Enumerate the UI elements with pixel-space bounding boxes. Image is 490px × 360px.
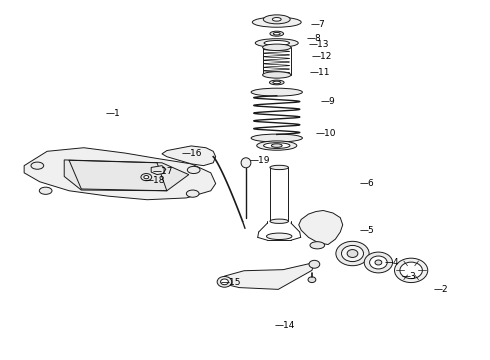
Ellipse shape <box>257 141 297 150</box>
Ellipse shape <box>309 260 320 268</box>
Text: —3: —3 <box>401 272 416 281</box>
Polygon shape <box>24 148 216 200</box>
Polygon shape <box>224 262 315 289</box>
Ellipse shape <box>347 249 358 257</box>
Text: —1: —1 <box>106 109 121 118</box>
Ellipse shape <box>364 252 392 273</box>
Ellipse shape <box>267 233 292 239</box>
Ellipse shape <box>217 276 232 287</box>
Text: —4: —4 <box>384 258 399 267</box>
Ellipse shape <box>220 279 228 285</box>
Ellipse shape <box>144 176 149 179</box>
Ellipse shape <box>251 88 302 96</box>
Ellipse shape <box>186 190 199 197</box>
Ellipse shape <box>263 15 290 24</box>
Text: —19: —19 <box>250 156 270 165</box>
Text: —10: —10 <box>316 129 336 138</box>
Polygon shape <box>64 160 189 191</box>
Ellipse shape <box>271 144 282 147</box>
Ellipse shape <box>273 81 281 84</box>
Text: —12: —12 <box>312 52 332 61</box>
Ellipse shape <box>342 246 364 262</box>
Ellipse shape <box>270 80 284 85</box>
Ellipse shape <box>187 166 200 174</box>
Text: —16: —16 <box>181 149 202 158</box>
Text: —18: —18 <box>145 176 165 185</box>
Ellipse shape <box>400 262 422 279</box>
Ellipse shape <box>336 241 369 266</box>
Ellipse shape <box>263 72 291 78</box>
Text: —15: —15 <box>220 278 241 287</box>
Ellipse shape <box>310 242 325 249</box>
Ellipse shape <box>141 174 152 181</box>
Text: —17: —17 <box>152 167 172 176</box>
Ellipse shape <box>252 17 301 27</box>
Ellipse shape <box>270 165 289 170</box>
Ellipse shape <box>270 31 284 36</box>
Text: —6: —6 <box>360 179 374 188</box>
Text: —14: —14 <box>274 321 294 330</box>
Ellipse shape <box>375 260 382 265</box>
Ellipse shape <box>394 258 428 283</box>
Polygon shape <box>162 146 216 166</box>
Ellipse shape <box>263 44 291 50</box>
Polygon shape <box>299 211 343 244</box>
Text: —9: —9 <box>321 96 336 105</box>
Ellipse shape <box>273 32 280 35</box>
Polygon shape <box>151 166 166 175</box>
Text: —13: —13 <box>309 40 329 49</box>
Ellipse shape <box>264 41 290 45</box>
Ellipse shape <box>369 256 387 269</box>
Ellipse shape <box>308 277 316 283</box>
Ellipse shape <box>272 18 281 21</box>
Text: —7: —7 <box>311 19 326 28</box>
Text: —2: —2 <box>433 285 448 294</box>
Ellipse shape <box>241 158 251 168</box>
Ellipse shape <box>264 143 290 148</box>
Ellipse shape <box>251 134 302 142</box>
Text: —5: —5 <box>360 226 374 235</box>
Text: —11: —11 <box>310 68 330 77</box>
Ellipse shape <box>31 162 44 169</box>
Ellipse shape <box>255 39 298 47</box>
Ellipse shape <box>39 187 52 194</box>
Text: —8: —8 <box>306 34 321 43</box>
Ellipse shape <box>270 219 289 224</box>
